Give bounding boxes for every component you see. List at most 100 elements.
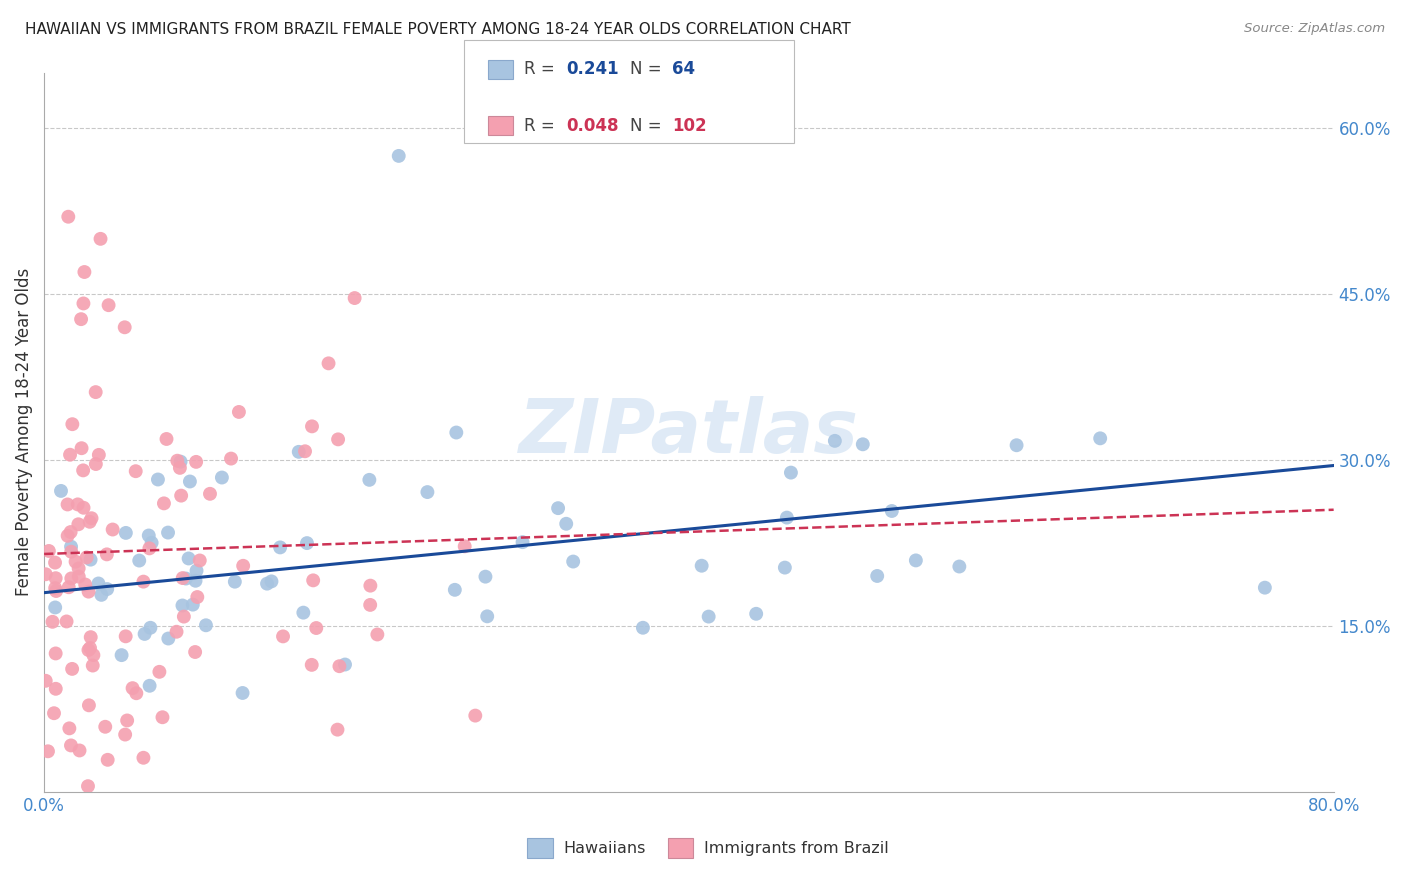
Point xyxy=(37,744,59,758)
Point xyxy=(69,743,91,757)
Point xyxy=(547,501,569,516)
Point xyxy=(690,558,713,573)
Point xyxy=(194,618,217,632)
Point xyxy=(138,679,160,693)
Point xyxy=(166,453,188,467)
Point xyxy=(45,647,67,661)
Point xyxy=(77,584,100,599)
Point xyxy=(60,545,83,559)
Point xyxy=(60,662,83,676)
Point xyxy=(38,544,60,558)
Point xyxy=(70,312,93,326)
Point xyxy=(115,714,138,728)
Point xyxy=(139,621,162,635)
Point xyxy=(880,504,903,518)
Point xyxy=(294,444,316,458)
Point xyxy=(141,535,163,549)
Point xyxy=(72,296,94,310)
Point xyxy=(77,779,100,793)
Point xyxy=(146,473,169,487)
Text: R =: R = xyxy=(524,117,561,135)
Point xyxy=(58,580,80,594)
Point xyxy=(79,515,101,529)
Point xyxy=(59,448,82,462)
Point xyxy=(89,232,111,246)
Point xyxy=(97,298,120,312)
Point xyxy=(359,598,381,612)
Point xyxy=(166,624,188,639)
Text: HAWAIIAN VS IMMIGRANTS FROM BRAZIL FEMALE POVERTY AMONG 18-24 YEAR OLDS CORRELAT: HAWAIIAN VS IMMIGRANTS FROM BRAZIL FEMAL… xyxy=(25,22,851,37)
Point xyxy=(562,555,585,569)
Point xyxy=(866,569,889,583)
Point xyxy=(948,559,970,574)
Point xyxy=(114,320,136,334)
Point xyxy=(80,511,103,525)
Point xyxy=(343,291,366,305)
Point xyxy=(328,659,350,673)
Text: ZIPatlas: ZIPatlas xyxy=(519,396,859,469)
Point xyxy=(174,572,197,586)
Point xyxy=(66,497,89,511)
Point xyxy=(157,632,180,646)
Point xyxy=(134,627,156,641)
Point xyxy=(1005,438,1028,452)
Point xyxy=(326,723,349,737)
Point xyxy=(454,539,477,553)
Point xyxy=(45,584,67,599)
Point xyxy=(157,525,180,540)
Point xyxy=(67,569,90,583)
Point xyxy=(59,524,82,539)
Point xyxy=(76,550,98,565)
Point xyxy=(80,630,103,644)
Text: Source: ZipAtlas.com: Source: ZipAtlas.com xyxy=(1244,22,1385,36)
Point xyxy=(745,607,768,621)
Point xyxy=(56,529,79,543)
Point xyxy=(477,609,499,624)
Point xyxy=(172,599,194,613)
Point xyxy=(170,489,193,503)
Point xyxy=(232,686,254,700)
Point xyxy=(35,673,58,688)
Point xyxy=(512,535,534,549)
Point xyxy=(224,574,246,589)
Point xyxy=(169,455,191,469)
Point xyxy=(115,525,138,540)
Point xyxy=(287,445,309,459)
Point xyxy=(631,621,654,635)
Point xyxy=(184,574,207,588)
Point xyxy=(72,463,94,477)
Point xyxy=(96,582,118,596)
Point xyxy=(59,739,82,753)
Point xyxy=(153,496,176,510)
Point xyxy=(184,455,207,469)
Point xyxy=(169,461,191,475)
Text: 64: 64 xyxy=(672,61,695,78)
Point xyxy=(152,710,174,724)
Point xyxy=(301,419,323,434)
Y-axis label: Female Poverty Among 18-24 Year Olds: Female Poverty Among 18-24 Year Olds xyxy=(15,268,32,597)
Point xyxy=(260,574,283,589)
Point xyxy=(443,582,465,597)
Point xyxy=(824,434,846,448)
Point xyxy=(697,609,720,624)
Point xyxy=(188,553,211,567)
Point xyxy=(125,464,148,478)
Point xyxy=(73,265,96,279)
Point xyxy=(302,574,325,588)
Point xyxy=(45,571,67,585)
Point xyxy=(179,475,201,489)
Text: Hawaiians: Hawaiians xyxy=(564,841,647,855)
Text: 102: 102 xyxy=(672,117,707,135)
Point xyxy=(72,500,94,515)
Point xyxy=(58,210,80,224)
Point xyxy=(446,425,468,440)
Point xyxy=(84,457,107,471)
Point xyxy=(318,356,340,370)
Point xyxy=(84,385,107,400)
Point xyxy=(77,698,100,713)
Point xyxy=(366,627,388,641)
Point xyxy=(138,541,160,556)
Point xyxy=(60,540,83,554)
Point xyxy=(94,720,117,734)
Point xyxy=(416,485,439,500)
